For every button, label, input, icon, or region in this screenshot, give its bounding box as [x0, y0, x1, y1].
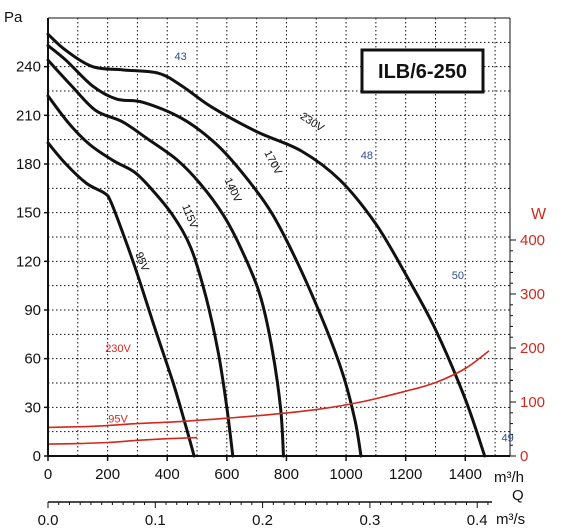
y-tick-label: 150 — [16, 205, 41, 222]
axes: 0 30 60 90 120 150 180 210 240 Pa 0 200 400 600 800 100… — [4, 9, 547, 529]
y2-tick-label: 0 — [520, 448, 528, 465]
pressure-curve-115v — [46, 94, 235, 458]
y-tick-label: 180 — [16, 156, 41, 173]
y2-tick-label: 100 — [520, 394, 545, 411]
pressure-curve-label: 140V — [222, 176, 244, 205]
pressure-curve-170v — [46, 44, 363, 458]
power-curve-230v — [47, 350, 490, 429]
x-tick-label: 1200 — [389, 466, 422, 483]
x2-tick-label: 0.0 — [38, 512, 59, 529]
pressure-curve-label: 230V — [298, 111, 327, 135]
x-tick-label: 800 — [274, 466, 299, 483]
pressure-curve-140v — [46, 58, 285, 458]
x2-tick-label: 0.1 — [145, 512, 166, 529]
y2-tick-label: 200 — [520, 340, 545, 357]
y-tick-label: 0 — [33, 448, 41, 465]
noise-level-label: 50 — [452, 270, 464, 282]
power-curve-95v — [47, 436, 198, 445]
y2-axis-unit: W — [531, 206, 547, 223]
y2-tick-label: 300 — [520, 286, 545, 303]
model-label-box: ILB/6-250 — [360, 48, 485, 94]
x2-tick-label: 0.3 — [359, 512, 380, 529]
x-axis-unit: m³/h — [494, 469, 524, 486]
y-tick-label: 210 — [16, 107, 41, 124]
y-tick-label: 30 — [24, 399, 41, 416]
x2-axis-unit: m³/s — [496, 511, 525, 528]
y2-tick-label: 400 — [520, 232, 545, 249]
x-tick-label: 1400 — [449, 466, 482, 483]
pressure-curve-230v — [46, 32, 487, 458]
y-tick-label: 240 — [16, 59, 41, 76]
noise-level-label: 49 — [501, 432, 513, 444]
model-label: ILB/6-250 — [378, 61, 467, 83]
noise-level-label: 43 — [175, 51, 187, 63]
pressure-curve-label: 170V — [261, 148, 284, 177]
noise-level-label: 48 — [361, 150, 373, 162]
x-tick-label: 0 — [44, 466, 52, 483]
grid-lines — [48, 18, 510, 456]
x2-axis-label: Q — [512, 487, 524, 504]
y-axis-unit: Pa — [4, 9, 23, 26]
power-curve-label: 230V — [105, 343, 131, 355]
y-tick-label: 60 — [24, 351, 41, 368]
pressure-curve-95v — [46, 141, 196, 458]
y-tick-label: 120 — [16, 253, 41, 270]
x-tick-label: 400 — [155, 466, 180, 483]
x2-tick-label: 0.2 — [252, 512, 273, 529]
x2-tick-label: 0.4 — [467, 512, 488, 529]
x-tick-label: 1000 — [329, 466, 362, 483]
power-curves — [47, 350, 490, 445]
y-tick-label: 90 — [24, 302, 41, 319]
x-tick-label: 200 — [95, 466, 120, 483]
pressure-curves — [46, 32, 487, 458]
x-tick-label: 600 — [214, 466, 239, 483]
power-curve-label: 95V — [108, 413, 128, 425]
